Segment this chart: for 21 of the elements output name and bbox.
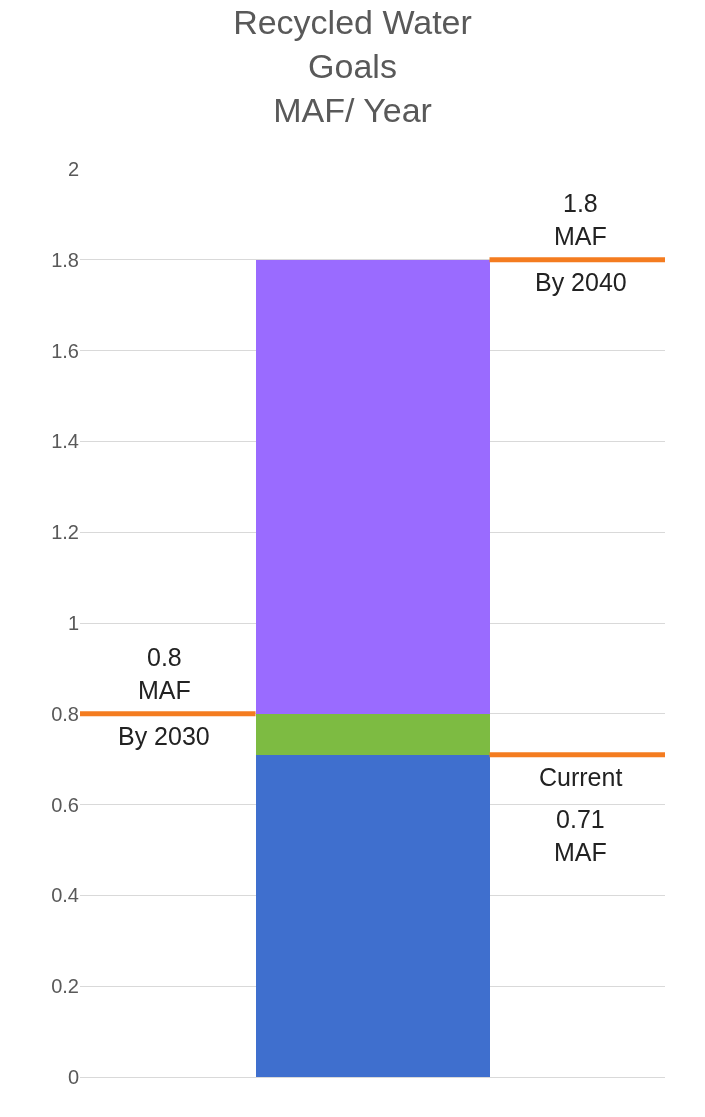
y-tick-label: 1.4: [51, 430, 79, 453]
ref-line-label: By 2040: [535, 268, 627, 296]
bar: [255, 754, 490, 1077]
annotation: 1.8 MAF: [554, 189, 607, 250]
bar: [255, 713, 490, 755]
ref-line-label: Current: [539, 763, 623, 791]
y-tick-label: 0.4: [51, 884, 79, 907]
y-tick-label: 1.2: [51, 521, 79, 544]
y-tick-label: 0: [67, 1066, 79, 1088]
y-tick-label: 1.6: [51, 339, 79, 362]
bar: [255, 259, 490, 714]
annotation: 0.8 MAF: [138, 643, 191, 704]
y-tick-label: 1.8: [51, 248, 79, 271]
y-tick-label: 0.8: [51, 702, 79, 725]
y-tick-label: 0.6: [51, 793, 79, 816]
y-tick-label: 0.2: [51, 975, 79, 998]
y-tick-label: 1: [67, 612, 79, 634]
annotation: 0.71 MAF: [554, 805, 607, 866]
y-tick-label: 2: [67, 158, 79, 180]
ref-line-label: By 2030: [118, 722, 210, 750]
chart-title: Recycled Water Goals MAF/ Year: [233, 2, 472, 129]
